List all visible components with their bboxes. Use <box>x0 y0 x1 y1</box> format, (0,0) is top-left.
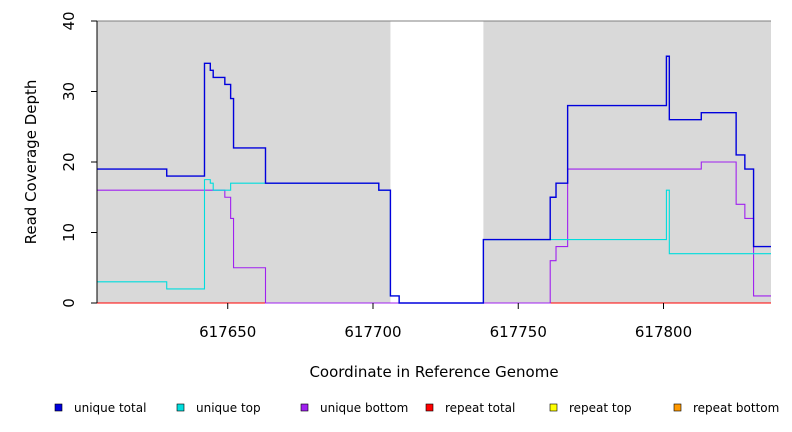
legend-swatch-unique-total <box>54 403 63 412</box>
shaded-region-0 <box>97 21 391 303</box>
y-tick-label-10: 10 <box>60 223 78 242</box>
legend: unique total unique top unique bottom repea… <box>54 401 779 415</box>
series-lines <box>97 55 771 304</box>
legend-label-unique-total: unique total <box>74 401 146 415</box>
x-axis-label: Coordinate in Reference Genome <box>309 363 558 381</box>
y-tick-label-40: 40 <box>60 11 78 30</box>
series-unique-bottom <box>97 161 771 304</box>
legend-label-repeat-top: repeat top <box>569 401 632 415</box>
x-tick-label-617750: 617750 <box>490 323 547 341</box>
y-tick-label-20: 20 <box>60 152 78 171</box>
axes: 0 10 20 30 40 617650 617700 617750 617800 <box>60 11 692 341</box>
y-tick-label-30: 30 <box>60 82 78 101</box>
legend-label-repeat-bottom: repeat bottom <box>693 401 779 415</box>
legend-swatch-repeat-total <box>425 403 434 412</box>
legend-label-repeat-total: repeat total <box>445 401 515 415</box>
series-unique-total <box>97 55 771 304</box>
legend-swatch-repeat-bottom <box>673 403 682 412</box>
legend-label-unique-top: unique top <box>196 401 261 415</box>
y-axis-label: Read Coverage Depth <box>22 80 40 245</box>
legend-swatch-unique-top <box>176 403 185 412</box>
x-tick-label-617800: 617800 <box>635 323 692 341</box>
x-tick-label-617700: 617700 <box>344 323 401 341</box>
y-tick-label-0: 0 <box>60 298 78 308</box>
legend-swatch-unique-bottom <box>300 403 309 412</box>
legend-label-unique-bottom: unique bottom <box>320 401 408 415</box>
x-tick-label-617650: 617650 <box>199 323 256 341</box>
legend-swatch-repeat-top <box>549 403 558 412</box>
